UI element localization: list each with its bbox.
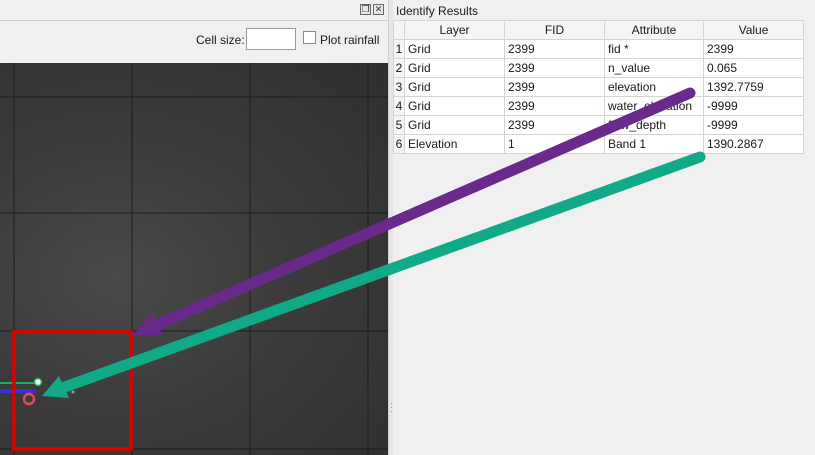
column-header-fid[interactable]: FID bbox=[504, 20, 605, 40]
row-number[interactable]: 4 bbox=[393, 96, 405, 116]
cell-value[interactable]: 1392.7759 bbox=[703, 77, 804, 97]
identify-results-panel: Identify Results Layer FID Attribute Val… bbox=[393, 0, 815, 455]
node-dot bbox=[71, 390, 75, 394]
map-canvas[interactable] bbox=[0, 63, 388, 455]
cell-fid[interactable]: 1 bbox=[504, 134, 605, 154]
row-number[interactable]: 1 bbox=[393, 39, 405, 59]
row-number[interactable]: 3 bbox=[393, 77, 405, 97]
cell-fid[interactable]: 2399 bbox=[504, 96, 605, 116]
splitter-grip-icon: · · · bbox=[390, 399, 393, 416]
cell-value[interactable]: 1390.2867 bbox=[703, 134, 804, 154]
cell-layer[interactable]: Grid bbox=[404, 96, 505, 116]
cell-fid[interactable]: 2399 bbox=[504, 77, 605, 97]
table-row[interactable]: 2 Grid 2399 n_value 0.065 bbox=[393, 58, 804, 78]
cell-attribute[interactable]: Band 1 bbox=[604, 134, 704, 154]
panel-title: Identify Results bbox=[396, 4, 479, 18]
cell-fid[interactable]: 2399 bbox=[504, 115, 605, 135]
column-header-layer[interactable]: Layer bbox=[404, 20, 505, 40]
cell-value[interactable]: 2399 bbox=[703, 39, 804, 59]
column-header-attribute[interactable]: Attribute bbox=[604, 20, 704, 40]
cell-attribute[interactable]: n_value bbox=[604, 58, 704, 78]
plot-rainfall-label: Plot rainfall bbox=[320, 33, 380, 47]
close-icon[interactable]: ✕ bbox=[373, 4, 384, 15]
table-row[interactable]: 1 Grid 2399 fid * 2399 bbox=[393, 39, 804, 59]
corner-cell[interactable] bbox=[393, 20, 405, 40]
cell-layer[interactable]: Grid bbox=[404, 77, 505, 97]
table-row[interactable]: 3 Grid 2399 elevation 1392.7759 bbox=[393, 77, 804, 97]
row-number[interactable]: 5 bbox=[393, 115, 405, 135]
results-table: Layer FID Attribute Value 1 Grid 2399 fi… bbox=[393, 20, 804, 154]
cell-attribute[interactable]: fid * bbox=[604, 39, 704, 59]
plot-dock: ❐ ✕ Cell size: Plot rainfall bbox=[0, 0, 388, 455]
table-row[interactable]: 4 Grid 2399 water_elevation -9999 bbox=[393, 96, 804, 116]
dock-title-bar: ❐ ✕ bbox=[0, 0, 388, 20]
cell-layer[interactable]: Grid bbox=[404, 115, 505, 135]
plot-rainfall-checkbox[interactable] bbox=[303, 31, 316, 44]
row-number[interactable]: 2 bbox=[393, 58, 405, 78]
cell-fid[interactable]: 2399 bbox=[504, 58, 605, 78]
cell-attribute[interactable]: elevation bbox=[604, 77, 704, 97]
cell-attribute[interactable]: flow_depth bbox=[604, 115, 704, 135]
node-point[interactable] bbox=[33, 377, 43, 387]
cell-layer[interactable]: Elevation bbox=[404, 134, 505, 154]
row-number[interactable]: 6 bbox=[393, 134, 405, 154]
cell-value[interactable]: -9999 bbox=[703, 96, 804, 116]
table-row[interactable]: 6 Elevation 1 Band 1 1390.2867 bbox=[393, 134, 804, 154]
table-header-row: Layer FID Attribute Value bbox=[393, 20, 804, 40]
cell-value[interactable]: -9999 bbox=[703, 115, 804, 135]
plot-toolbar: Cell size: Plot rainfall bbox=[0, 20, 388, 63]
column-header-value[interactable]: Value bbox=[703, 20, 804, 40]
cell-layer[interactable]: Grid bbox=[404, 39, 505, 59]
table-row[interactable]: 5 Grid 2399 flow_depth -9999 bbox=[393, 115, 804, 135]
identify-point-marker[interactable] bbox=[22, 392, 36, 406]
float-icon[interactable]: ❐ bbox=[360, 4, 371, 15]
cell-attribute[interactable]: water_elevation bbox=[604, 96, 704, 116]
cell-size-input[interactable] bbox=[246, 28, 296, 50]
cell-layer[interactable]: Grid bbox=[404, 58, 505, 78]
cell-value[interactable]: 0.065 bbox=[703, 58, 804, 78]
cell-fid[interactable]: 2399 bbox=[504, 39, 605, 59]
cell-size-label: Cell size: bbox=[196, 33, 245, 47]
